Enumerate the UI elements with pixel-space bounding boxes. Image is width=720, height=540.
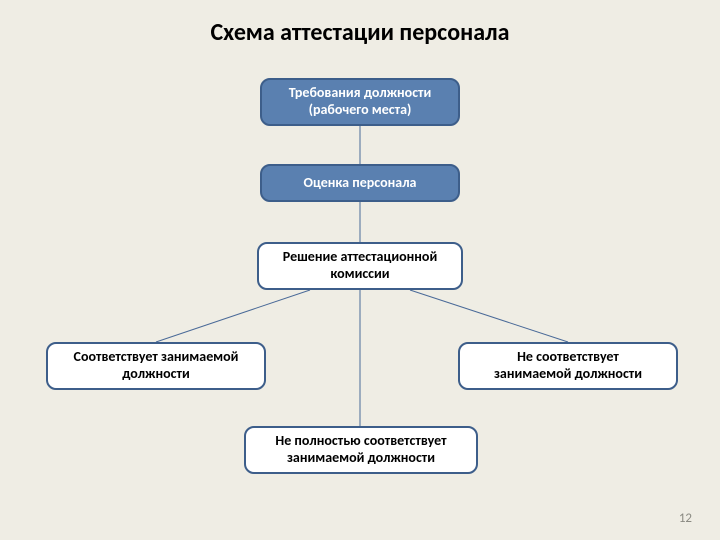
node-n3: Решение аттестационнойкомиссии (257, 242, 463, 290)
node-label: Решение аттестационнойкомиссии (283, 249, 438, 283)
node-label: Не полностью соответствуетзанимаемой дол… (275, 433, 446, 467)
node-n4: Соответствует занимаемойдолжности (46, 342, 266, 390)
node-label: Требования должности(рабочего места) (289, 85, 432, 119)
node-label: Соответствует занимаемойдолжности (74, 349, 239, 383)
page-number: 12 (679, 511, 692, 526)
node-label: Не соответствуетзанимаемой должности (494, 349, 642, 383)
node-label: Оценка персонала (304, 175, 417, 192)
connector-3 (410, 290, 568, 342)
node-n1: Требования должности(рабочего места) (260, 78, 460, 126)
node-n5: Не соответствуетзанимаемой должности (458, 342, 678, 390)
node-n6: Не полностью соответствуетзанимаемой дол… (244, 426, 478, 474)
slide-title: Схема аттестации персонала (0, 18, 720, 47)
connector-2 (156, 290, 310, 342)
node-n2: Оценка персонала (260, 164, 460, 202)
